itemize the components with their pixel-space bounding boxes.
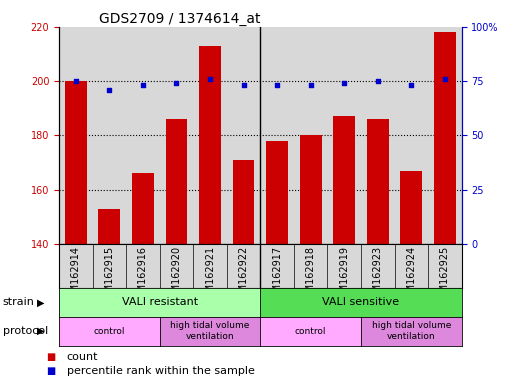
Point — [273, 83, 281, 89]
Text: GSM162916: GSM162916 — [138, 246, 148, 305]
Bar — [434, 32, 456, 244]
Point — [105, 87, 113, 93]
Text: GSM162915: GSM162915 — [104, 246, 114, 305]
Text: high tidal volume
ventilation: high tidal volume ventilation — [372, 321, 451, 341]
Text: GSM162925: GSM162925 — [440, 246, 450, 305]
Text: strain: strain — [3, 297, 34, 308]
Text: ■: ■ — [46, 352, 55, 362]
Bar — [98, 209, 120, 244]
Text: count: count — [67, 352, 98, 362]
Text: control: control — [93, 327, 125, 336]
Text: ▶: ▶ — [37, 326, 45, 336]
Bar — [333, 116, 355, 244]
Text: GSM162922: GSM162922 — [239, 246, 249, 305]
Point — [206, 76, 214, 82]
Text: high tidal volume
ventilation: high tidal volume ventilation — [170, 321, 250, 341]
Bar — [166, 119, 187, 244]
Point — [441, 76, 449, 82]
Text: VALI resistant: VALI resistant — [122, 297, 198, 308]
Text: percentile rank within the sample: percentile rank within the sample — [67, 366, 254, 376]
Point — [72, 78, 80, 84]
Bar — [65, 81, 87, 244]
Text: protocol: protocol — [3, 326, 48, 336]
Text: GSM162920: GSM162920 — [171, 246, 182, 305]
Text: GSM162914: GSM162914 — [71, 246, 81, 305]
Text: GSM162917: GSM162917 — [272, 246, 282, 305]
Text: GSM162924: GSM162924 — [406, 246, 417, 305]
Point — [240, 83, 248, 89]
Point — [340, 80, 348, 86]
Text: GSM162918: GSM162918 — [306, 246, 315, 305]
Point — [373, 78, 382, 84]
Text: ■: ■ — [46, 366, 55, 376]
Point — [307, 83, 315, 89]
Bar — [367, 119, 389, 244]
Bar — [233, 160, 254, 244]
Bar — [266, 141, 288, 244]
Point — [407, 83, 416, 89]
Bar — [199, 46, 221, 244]
Point — [139, 83, 147, 89]
Text: GDS2709 / 1374614_at: GDS2709 / 1374614_at — [100, 12, 261, 26]
Bar — [401, 170, 422, 244]
Text: ▶: ▶ — [37, 297, 45, 308]
Bar — [300, 136, 322, 244]
Text: control: control — [295, 327, 326, 336]
Text: GSM162919: GSM162919 — [339, 246, 349, 305]
Text: GSM162921: GSM162921 — [205, 246, 215, 305]
Text: VALI sensitive: VALI sensitive — [323, 297, 400, 308]
Bar — [132, 173, 154, 244]
Text: GSM162923: GSM162923 — [373, 246, 383, 305]
Point — [172, 80, 181, 86]
